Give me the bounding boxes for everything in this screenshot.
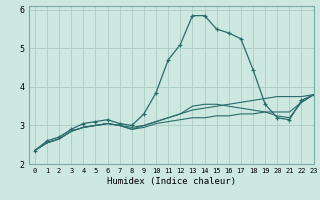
- X-axis label: Humidex (Indice chaleur): Humidex (Indice chaleur): [107, 177, 236, 186]
